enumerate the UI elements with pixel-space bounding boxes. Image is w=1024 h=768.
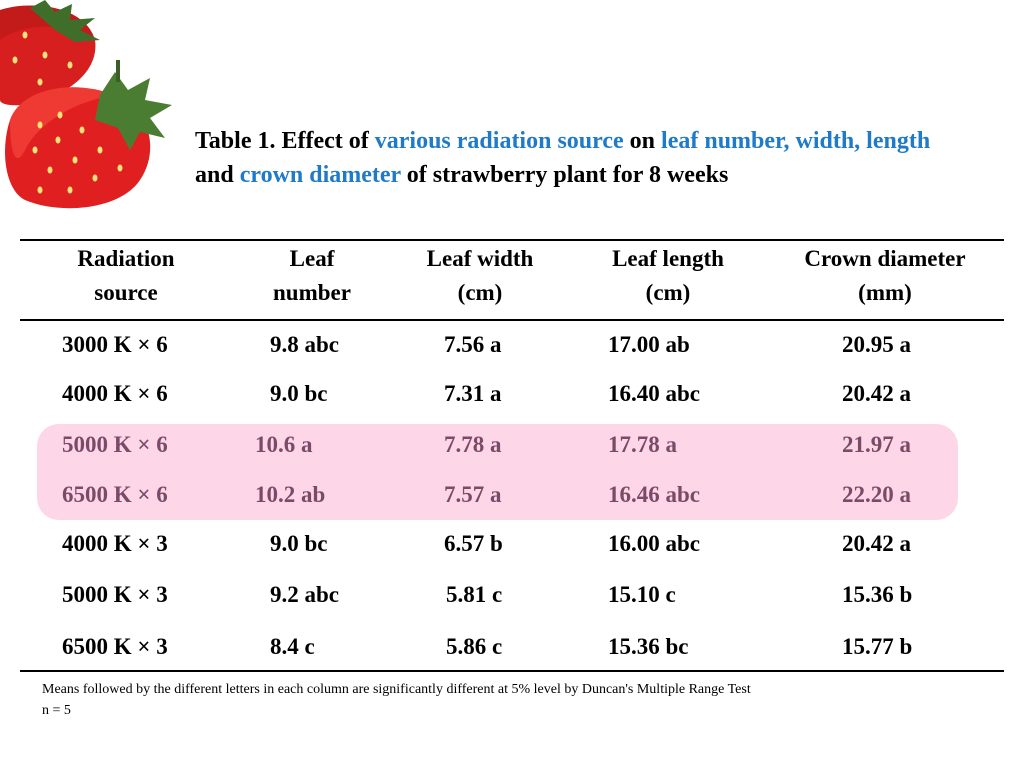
cell-source: 4000 K × 3 (62, 531, 168, 556)
cell-leaf-width: 5.86 c (446, 634, 503, 659)
header-radiation-source: Radiation source (77, 246, 175, 305)
highlight-band (37, 424, 958, 520)
cell-leaf-number: 8.4 c (270, 634, 315, 659)
cell-crown-diameter: 20.95 a (842, 332, 911, 357)
cell-source: 6500 K × 6 (62, 482, 168, 507)
header-leaf-width: Leaf width (cm) (426, 246, 534, 305)
cell-leaf-number: 10.2 ab (255, 482, 326, 507)
cell-leaf-length: 16.00 abc (608, 531, 700, 556)
table-top-rule (20, 239, 1004, 241)
header-leaf-number: Leaf number (273, 246, 351, 305)
header-crown-diameter: Crown diameter (mm) (804, 246, 966, 305)
highlight-crown: crown diameter (239, 162, 401, 188)
highlight-leaf: leaf number, width, length (661, 128, 931, 154)
cell-source: 3000 K × 6 (62, 332, 168, 357)
cell-crown-diameter: 15.77 b (842, 634, 913, 659)
cell-leaf-number: 10.6 a (255, 432, 313, 457)
cell-crown-diameter: 15.36 b (842, 582, 913, 607)
cell-leaf-number: 9.0 bc (270, 381, 328, 406)
cell-crown-diameter: 21.97 a (842, 432, 911, 457)
cell-leaf-width: 7.31 a (444, 381, 502, 406)
cell-leaf-width: 6.57 b (444, 531, 503, 556)
cell-source: 6500 K × 3 (62, 634, 168, 659)
cell-leaf-length: 15.10 c (608, 582, 676, 607)
cell-leaf-number: 9.2 abc (270, 582, 339, 607)
cell-leaf-width: 5.81 c (446, 582, 503, 607)
cell-leaf-length: 17.78 a (608, 432, 677, 457)
cell-leaf-width: 7.56 a (444, 332, 502, 357)
cell-leaf-number: 9.8 abc (270, 332, 339, 357)
cell-leaf-number: 9.0 bc (270, 531, 328, 556)
cell-crown-diameter: 22.20 a (842, 482, 911, 507)
cell-leaf-length: 17.00 ab (608, 332, 690, 357)
cell-crown-diameter: 20.42 a (842, 531, 911, 556)
table-bottom-rule (20, 670, 1004, 672)
cell-leaf-length: 16.40 abc (608, 381, 700, 406)
cell-source: 5000 K × 6 (62, 432, 168, 457)
table-caption: Table 1. Effect of various radiation sou… (195, 128, 931, 188)
cell-leaf-width: 7.57 a (444, 482, 502, 507)
strawberry-icon (0, 0, 172, 209)
footnote-sample-size: n = 5 (42, 703, 71, 718)
footnote: Means followed by the different letters … (42, 679, 751, 721)
cell-leaf-length: 16.46 abc (608, 482, 700, 507)
highlight-radiation: various radiation source (374, 128, 624, 154)
cell-crown-diameter: 20.42 a (842, 381, 911, 406)
cell-leaf-length: 15.36 bc (608, 634, 689, 659)
cell-source: 4000 K × 6 (62, 381, 168, 406)
header-leaf-length: Leaf length (cm) (612, 246, 724, 305)
table-header-rule (20, 319, 1004, 321)
footnote-significance: Means followed by the different letters … (42, 682, 751, 697)
cell-source: 5000 K × 3 (62, 582, 168, 607)
cell-leaf-width: 7.78 a (444, 432, 502, 457)
